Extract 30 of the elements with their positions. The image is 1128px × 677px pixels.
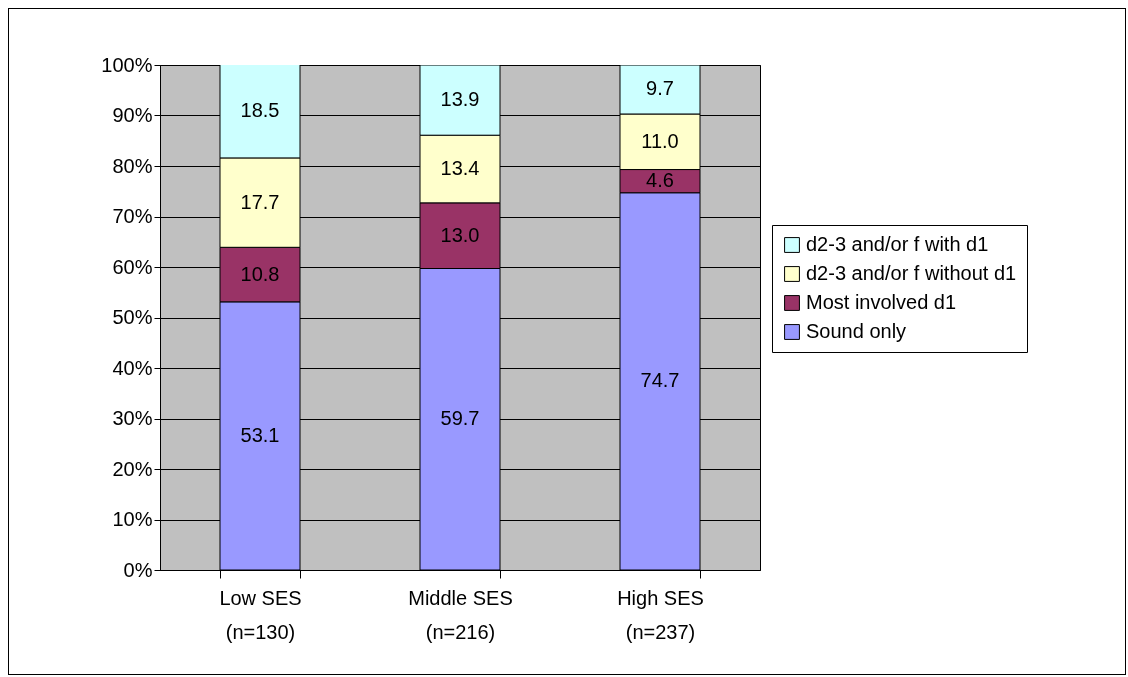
x-tick-label: High SES (n=237): [617, 586, 704, 643]
y-tick-label: 80%: [112, 154, 153, 177]
data-label: 11.0: [641, 129, 679, 152]
data-label: 9.7: [646, 77, 674, 100]
legend-label: Most involved d1: [806, 291, 957, 313]
y-tick-label: 90%: [112, 104, 153, 126]
y-tick-label: 20%: [112, 457, 153, 480]
legend-label: d2-3 and/or f with d1: [806, 233, 989, 255]
x-tick-label: Middle SES (n=216): [408, 586, 513, 643]
y-tick-label: 100%: [101, 53, 153, 76]
data-label: 74.7: [640, 369, 680, 392]
y-tick-label: 40%: [112, 356, 153, 379]
data-label: 13.0: [440, 223, 480, 246]
legend-label: Sound only: [806, 320, 907, 342]
data-label: 4.6: [646, 169, 674, 192]
y-tick-label: 60%: [112, 255, 153, 278]
data-label: 10.8: [240, 262, 280, 285]
data-label: 13.9: [440, 88, 480, 111]
data-label: 18.5: [240, 99, 280, 122]
x-tick-label: Low SES (n=130): [219, 586, 302, 643]
data-label: 59.7: [440, 407, 480, 430]
y-tick-label: 70%: [112, 205, 153, 227]
data-label: 13.4: [440, 157, 480, 180]
y-tick-label: 30%: [112, 407, 153, 429]
y-tick-label: 50%: [112, 306, 153, 328]
data-label: 17.7: [240, 190, 280, 213]
legend-label: d2-3 and/or f without d1: [806, 262, 1017, 284]
data-label: 53.1: [240, 423, 280, 446]
y-tick-label: 0%: [123, 558, 153, 581]
y-tick-label: 10%: [112, 508, 153, 530]
